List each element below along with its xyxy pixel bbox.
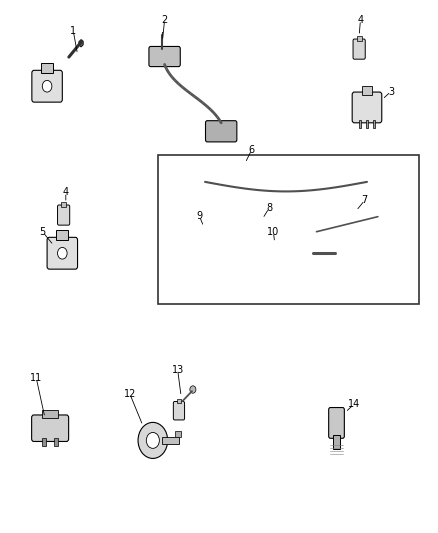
Text: 13: 13 <box>172 365 184 375</box>
Bar <box>332 434 340 449</box>
Text: 7: 7 <box>362 195 368 205</box>
Text: 2: 2 <box>162 15 168 25</box>
Text: 14: 14 <box>348 399 360 409</box>
Bar <box>359 119 361 127</box>
Bar <box>42 438 46 446</box>
Bar <box>56 230 68 240</box>
Circle shape <box>365 202 374 213</box>
Bar <box>373 119 375 127</box>
FancyBboxPatch shape <box>32 70 62 102</box>
Circle shape <box>235 208 240 215</box>
Bar <box>177 399 181 403</box>
Text: 4: 4 <box>357 15 364 25</box>
Circle shape <box>146 432 159 448</box>
FancyBboxPatch shape <box>47 237 78 269</box>
Text: 9: 9 <box>196 211 202 221</box>
FancyBboxPatch shape <box>279 209 320 244</box>
Circle shape <box>232 205 244 218</box>
Polygon shape <box>79 39 83 47</box>
FancyBboxPatch shape <box>173 401 184 420</box>
Circle shape <box>138 422 168 458</box>
FancyBboxPatch shape <box>205 120 237 142</box>
FancyBboxPatch shape <box>328 408 344 438</box>
FancyBboxPatch shape <box>352 92 382 123</box>
Bar <box>175 431 181 437</box>
FancyBboxPatch shape <box>192 193 218 221</box>
Text: 5: 5 <box>39 227 46 237</box>
Circle shape <box>57 247 67 259</box>
Text: 3: 3 <box>388 86 394 96</box>
Bar <box>158 155 419 304</box>
FancyBboxPatch shape <box>352 193 382 221</box>
FancyBboxPatch shape <box>57 205 70 225</box>
Text: 8: 8 <box>266 203 272 213</box>
FancyBboxPatch shape <box>149 46 180 67</box>
Bar <box>54 438 58 446</box>
FancyBboxPatch shape <box>300 245 314 261</box>
Circle shape <box>290 220 300 233</box>
Bar <box>366 119 368 127</box>
Bar <box>362 86 372 95</box>
Bar <box>61 203 66 207</box>
Bar <box>42 410 58 418</box>
Bar <box>357 36 362 41</box>
Text: 10: 10 <box>267 227 279 237</box>
Text: 6: 6 <box>249 145 255 155</box>
FancyBboxPatch shape <box>353 39 365 59</box>
Circle shape <box>42 80 52 92</box>
Text: 11: 11 <box>30 373 42 383</box>
Text: 12: 12 <box>124 389 136 399</box>
Text: 4: 4 <box>63 187 69 197</box>
Text: 1: 1 <box>70 26 76 36</box>
Circle shape <box>336 247 345 259</box>
Circle shape <box>190 386 196 393</box>
FancyBboxPatch shape <box>32 415 69 441</box>
Bar <box>41 63 53 73</box>
Bar <box>162 437 179 443</box>
